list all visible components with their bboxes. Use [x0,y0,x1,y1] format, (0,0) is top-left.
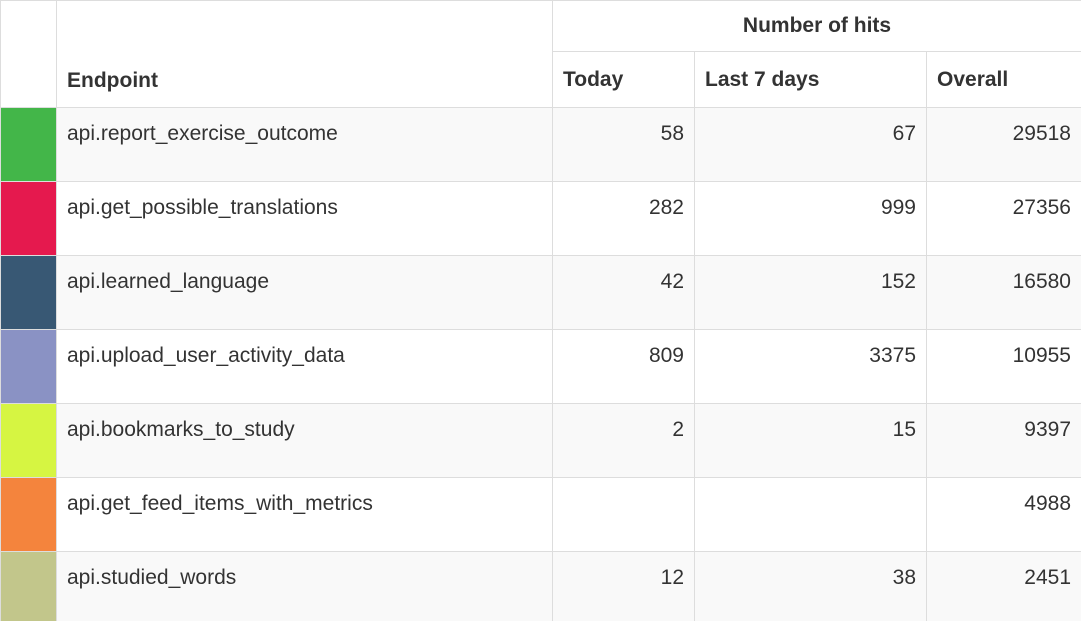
table-row: api.learned_language 42 152 16580 [0,255,1081,330]
hits-today: 58 [552,107,695,182]
hits-today: 282 [552,181,695,256]
hits-last-7-days: 999 [694,181,927,256]
endpoint-name: api.report_exercise_outcome [56,107,553,182]
color-swatch-cell [0,403,57,478]
color-swatch [1,256,56,329]
color-swatch-cell [0,255,57,330]
color-swatch-cell [0,181,57,256]
hits-overall: 2451 [926,551,1081,621]
endpoint-name: api.upload_user_activity_data [56,329,553,404]
table-row: api.upload_user_activity_data 809 3375 1… [0,329,1081,404]
color-swatch [1,552,56,621]
endpoint-name: api.bookmarks_to_study [56,403,553,478]
today-column-header[interactable]: Today [552,51,695,108]
table-row: api.studied_words 12 38 2451 [0,551,1081,621]
endpoint-column-header[interactable]: Endpoint [56,0,553,108]
table-row: api.get_possible_translations 282 999 27… [0,181,1081,256]
last-7-days-column-header[interactable]: Last 7 days [694,51,927,108]
color-swatch [1,182,56,255]
hits-overall: 9397 [926,403,1081,478]
hits-today [552,477,695,552]
hits-last-7-days [694,477,927,552]
color-swatch-cell [0,329,57,404]
hits-last-7-days: 3375 [694,329,927,404]
hits-today: 12 [552,551,695,621]
table-row: api.get_feed_items_with_metrics 4988 [0,477,1081,552]
color-swatch-cell [0,551,57,621]
hits-overall: 10955 [926,329,1081,404]
hits-last-7-days: 152 [694,255,927,330]
color-swatch [1,404,56,477]
color-swatch-cell [0,477,57,552]
table-row: api.report_exercise_outcome 58 67 29518 [0,107,1081,182]
endpoint-name: api.learned_language [56,255,553,330]
hits-overall: 4988 [926,477,1081,552]
endpoint-name: api.get_feed_items_with_metrics [56,477,553,552]
hits-today: 2 [552,403,695,478]
number-of-hits-group-header: Number of hits [552,0,1081,52]
hits-last-7-days: 15 [694,403,927,478]
table-row: api.bookmarks_to_study 2 15 9397 [0,403,1081,478]
color-swatch [1,330,56,403]
color-swatch [1,108,56,181]
hits-last-7-days: 38 [694,551,927,621]
color-column-header [0,0,57,108]
endpoint-name: api.studied_words [56,551,553,621]
hits-today: 809 [552,329,695,404]
endpoint-name: api.get_possible_translations [56,181,553,256]
hits-today: 42 [552,255,695,330]
color-swatch-cell [0,107,57,182]
hits-last-7-days: 67 [694,107,927,182]
hits-overall: 27356 [926,181,1081,256]
hits-overall: 29518 [926,107,1081,182]
hits-overall: 16580 [926,255,1081,330]
overall-column-header[interactable]: Overall [926,51,1081,108]
color-swatch [1,478,56,551]
